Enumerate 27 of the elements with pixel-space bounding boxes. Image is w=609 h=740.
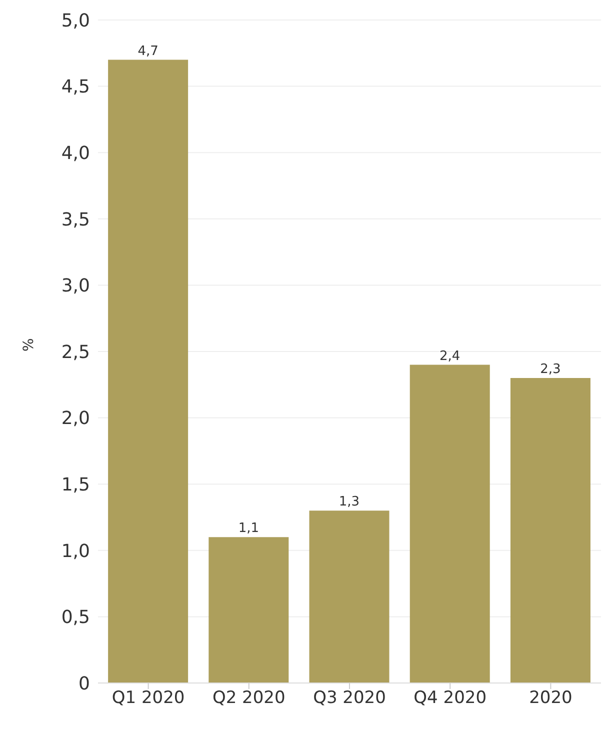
x-tick-label: Q2 2020	[212, 688, 286, 708]
x-tick-label: Q3 2020	[313, 688, 386, 708]
y-tick-label: 1,0	[61, 540, 90, 562]
data-label: 1,3	[338, 494, 360, 510]
data-label: 1,1	[238, 521, 260, 536]
y-tick-label: 3,0	[61, 276, 90, 297]
bar	[208, 537, 289, 683]
bar	[510, 378, 590, 683]
y-tick-label: 3,5	[61, 209, 90, 230]
x-tick-label: 2020	[529, 688, 572, 708]
bar	[410, 364, 490, 683]
bar	[309, 510, 390, 683]
y-tick-label: 0,5	[61, 607, 90, 628]
y-tick-label: 4,5	[61, 76, 90, 98]
y-tick-label: 5,0	[61, 10, 90, 32]
y-tick-label: 2,5	[61, 342, 90, 363]
y-tick-label: 2,0	[61, 408, 90, 430]
y-tick-label: 4,0	[61, 142, 90, 164]
data-label: 4,7	[138, 44, 158, 59]
y-tick-label: 1,5	[61, 474, 90, 496]
x-tick-label: Q4 2020	[414, 688, 487, 708]
data-label: 2,3	[540, 362, 561, 378]
y-tick-label: 0	[78, 673, 90, 694]
x-tick-label: Q1 2020	[112, 688, 185, 708]
y-axis-title: %	[20, 338, 37, 352]
data-label: 2,4	[440, 348, 460, 364]
bar	[108, 60, 188, 683]
